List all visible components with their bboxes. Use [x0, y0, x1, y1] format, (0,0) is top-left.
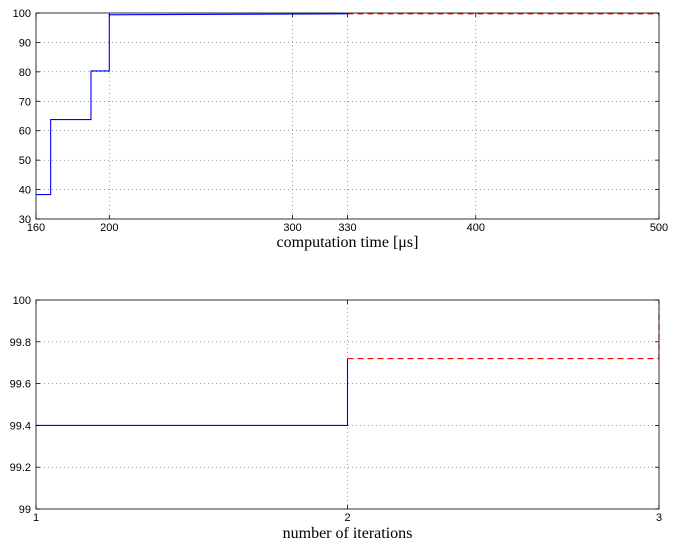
y-tick-label: 100 [13, 8, 31, 20]
x-tick-label: 1 [33, 512, 39, 524]
grid [36, 13, 659, 219]
y-tick-label: 99.2 [10, 462, 31, 474]
y-tick-label: 70 [19, 96, 31, 108]
y-tick-label: 99.6 [10, 379, 31, 391]
axes-frame [35, 12, 660, 220]
x-tick-label: 3 [656, 512, 662, 524]
x-tick-label: 500 [650, 222, 668, 234]
x-tick-label: 300 [283, 222, 301, 234]
x-tick-label: 2 [344, 512, 350, 524]
y-tick-label: 99.8 [10, 337, 31, 349]
y-tick-label: 90 [19, 37, 31, 49]
iterations-chart: 1 2 3 99 99.2 99.4 99.6 99.8 100 number of iterat… [10, 295, 662, 542]
y-tick-label: 80 [19, 67, 31, 79]
x-tick-label: 400 [467, 222, 485, 234]
y-tick-label: 40 [19, 185, 31, 197]
y-tick-label: 99 [19, 504, 31, 516]
x-tick-label: 200 [100, 222, 118, 234]
x-axis-label: computation time [μs] [277, 234, 419, 251]
y-tick-label: 99.4 [10, 420, 31, 432]
x-tick-label: 160 [27, 222, 45, 234]
y-tick-label: 50 [19, 155, 31, 167]
x-tick-label: 330 [338, 222, 356, 234]
x-axis-label: number of iterations [283, 525, 413, 542]
y-tick-label: 30 [19, 214, 31, 226]
red-dashed-series-1 [347, 308, 660, 360]
blue-solid-series-1 [36, 358, 349, 426]
y-tick-label: 100 [13, 295, 31, 307]
computation-time-chart: 160 200 300 330 400 500 30 40 50 60 70 80 90 100 compu… [13, 8, 669, 251]
blue-solid-series-0 [36, 13, 348, 196]
y-tick-label: 60 [19, 126, 31, 138]
